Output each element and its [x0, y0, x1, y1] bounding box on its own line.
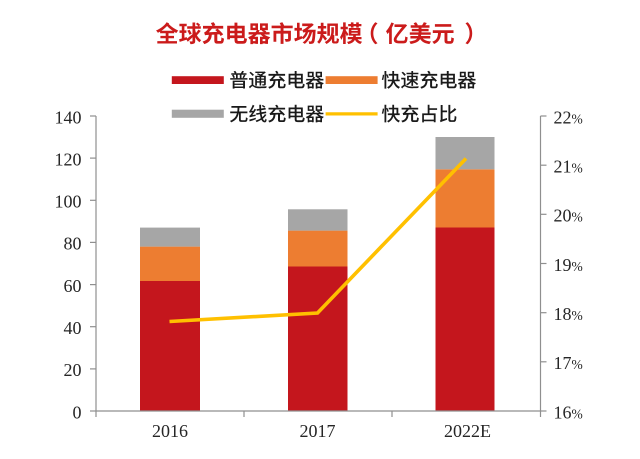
svg-text:20%: 20%	[554, 206, 583, 226]
svg-text:2016: 2016	[152, 421, 188, 441]
svg-text:0: 0	[73, 402, 82, 422]
svg-text:100: 100	[55, 192, 82, 212]
svg-text:16%: 16%	[554, 402, 583, 422]
svg-text:19%: 19%	[554, 255, 583, 275]
svg-text:18%: 18%	[554, 304, 583, 324]
svg-text:2022E: 2022E	[444, 421, 491, 441]
svg-text:20: 20	[64, 360, 82, 380]
svg-text:140: 140	[55, 107, 82, 127]
svg-text:120: 120	[55, 149, 82, 169]
svg-text:40: 40	[64, 318, 82, 338]
svg-text:80: 80	[64, 234, 82, 254]
svg-text:21%: 21%	[554, 157, 583, 177]
svg-text:22%: 22%	[554, 107, 583, 127]
svg-text:2017: 2017	[300, 421, 336, 441]
svg-text:60: 60	[64, 276, 82, 296]
svg-text:17%: 17%	[554, 353, 583, 373]
